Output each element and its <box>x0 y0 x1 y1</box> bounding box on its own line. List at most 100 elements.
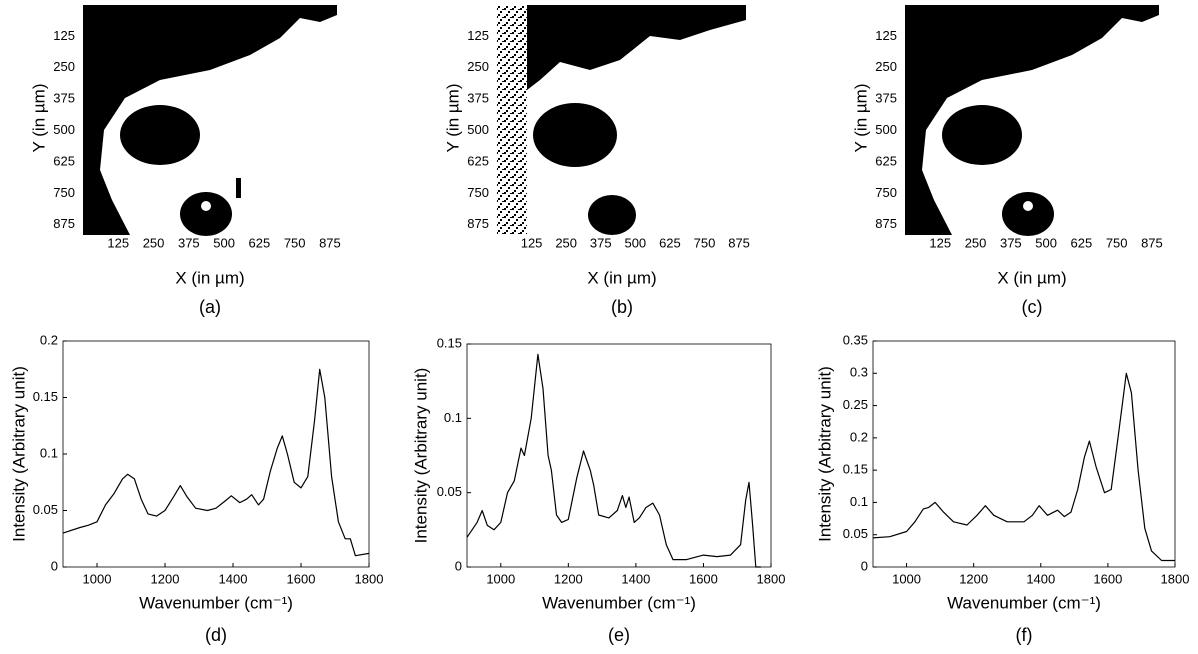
x-tick-label: 375 <box>590 235 612 250</box>
y-tick-label: 0.05 <box>33 502 58 517</box>
x-tick-label: 1200 <box>959 571 988 586</box>
x-tick-label: 625 <box>249 235 271 250</box>
panel-label: (b) <box>611 297 633 317</box>
y-axis-label: Intensity (Arbitrary unit) <box>411 368 430 544</box>
x-tick-label: 250 <box>143 235 165 250</box>
panel-label: (d) <box>205 625 227 645</box>
y-tick-label: 0.05 <box>843 526 868 541</box>
y-axis-label: Y (in µm) <box>443 84 462 153</box>
y-tick-label: 0.15 <box>33 389 58 404</box>
y-tick-label: 750 <box>875 185 897 200</box>
x-tick-label: 500 <box>213 235 235 250</box>
x-axis-label: Wavenumber (cm⁻¹) <box>947 593 1101 612</box>
y-tick-label: 625 <box>875 153 897 168</box>
spectrum-line <box>466 353 761 568</box>
y-tick-label: 0.25 <box>843 397 868 412</box>
x-axis-label: Wavenumber (cm⁻¹) <box>139 593 293 612</box>
x-tick-label: 1800 <box>355 571 384 586</box>
y-tick-label: 500 <box>53 122 75 137</box>
y-tick-label: 0.15 <box>437 335 462 350</box>
spectrum-line <box>62 368 370 557</box>
spectrum-line <box>872 372 1175 562</box>
y-tick-label: 250 <box>875 59 897 74</box>
x-tick-label: 1000 <box>486 571 515 586</box>
y-tick-label: 0.2 <box>40 332 58 347</box>
panel-label: (f) <box>1016 625 1033 645</box>
y-tick-label: 750 <box>467 185 489 200</box>
x-tick-label: 125 <box>521 235 543 250</box>
x-tick-label: 1400 <box>1026 571 1055 586</box>
plot-frame <box>466 343 772 568</box>
y-tick-label: 125 <box>53 28 75 43</box>
binary-image <box>83 5 337 236</box>
binary-image <box>497 5 746 235</box>
y-tick-label: 250 <box>53 59 75 74</box>
y-axis-label: Y (in µm) <box>29 84 48 153</box>
y-tick-label: 375 <box>467 91 489 106</box>
y-tick-label: 625 <box>53 153 75 168</box>
y-tick-label: 500 <box>467 122 489 137</box>
panel-label: (c) <box>1022 297 1043 317</box>
y-tick-label: 0 <box>861 558 868 573</box>
y-tick-label: 0.1 <box>850 494 868 509</box>
x-axis-label: X (in µm) <box>587 268 656 287</box>
x-tick-label: 875 <box>1141 235 1163 250</box>
y-tick-label: 0.1 <box>40 445 58 460</box>
x-tick-label: 375 <box>1000 235 1022 250</box>
y-tick-label: 750 <box>53 185 75 200</box>
x-tick-label: 875 <box>319 235 341 250</box>
y-tick-label: 375 <box>875 91 897 106</box>
x-tick-label: 125 <box>107 235 129 250</box>
x-tick-label: 1000 <box>892 571 921 586</box>
y-tick-label: 625 <box>467 153 489 168</box>
x-tick-label: 1000 <box>83 571 112 586</box>
panel-label: (e) <box>608 625 630 645</box>
plot-frame <box>872 340 1176 568</box>
x-tick-label: 750 <box>284 235 306 250</box>
x-tick-label: 875 <box>728 235 750 250</box>
y-tick-label: 500 <box>875 122 897 137</box>
y-tick-label: 875 <box>53 216 75 231</box>
x-tick-label: 1600 <box>689 571 718 586</box>
y-tick-label: 875 <box>467 216 489 231</box>
x-tick-label: 1200 <box>151 571 180 586</box>
x-tick-label: 375 <box>178 235 200 250</box>
x-tick-label: 250 <box>555 235 577 250</box>
y-tick-label: 375 <box>53 91 75 106</box>
x-tick-label: 625 <box>659 235 681 250</box>
x-tick-label: 250 <box>965 235 987 250</box>
y-tick-label: 0.35 <box>843 332 868 347</box>
x-tick-label: 1400 <box>219 571 248 586</box>
y-tick-label: 0.05 <box>437 484 462 499</box>
x-tick-label: 1600 <box>287 571 316 586</box>
y-axis-label: Intensity (Arbitrary unit) <box>815 366 834 542</box>
panel-label: (a) <box>199 297 221 317</box>
binary-image <box>905 5 1159 236</box>
y-axis-label: Intensity (Arbitrary unit) <box>9 366 28 542</box>
plot-frame <box>62 340 370 568</box>
y-tick-label: 125 <box>467 28 489 43</box>
x-tick-label: 1200 <box>554 571 583 586</box>
x-axis-label: X (in µm) <box>175 268 244 287</box>
y-tick-label: 0 <box>51 558 58 573</box>
y-tick-label: 0 <box>455 558 462 573</box>
x-tick-label: 1400 <box>621 571 650 586</box>
x-tick-label: 625 <box>1071 235 1093 250</box>
y-tick-label: 125 <box>875 28 897 43</box>
x-tick-label: 500 <box>624 235 646 250</box>
x-tick-label: 1800 <box>1161 571 1190 586</box>
x-tick-label: 500 <box>1035 235 1057 250</box>
x-tick-label: 125 <box>929 235 951 250</box>
x-tick-label: 1800 <box>757 571 786 586</box>
y-tick-label: 0.1 <box>444 410 462 425</box>
x-axis-label: Wavenumber (cm⁻¹) <box>542 593 696 612</box>
y-tick-label: 0.2 <box>850 429 868 444</box>
x-tick-label: 750 <box>1106 235 1128 250</box>
y-tick-label: 0.15 <box>843 462 868 477</box>
y-axis-label: Y (in µm) <box>851 84 870 153</box>
x-tick-label: 750 <box>694 235 716 250</box>
x-tick-label: 1600 <box>1093 571 1122 586</box>
y-tick-label: 250 <box>467 59 489 74</box>
y-tick-label: 875 <box>875 216 897 231</box>
